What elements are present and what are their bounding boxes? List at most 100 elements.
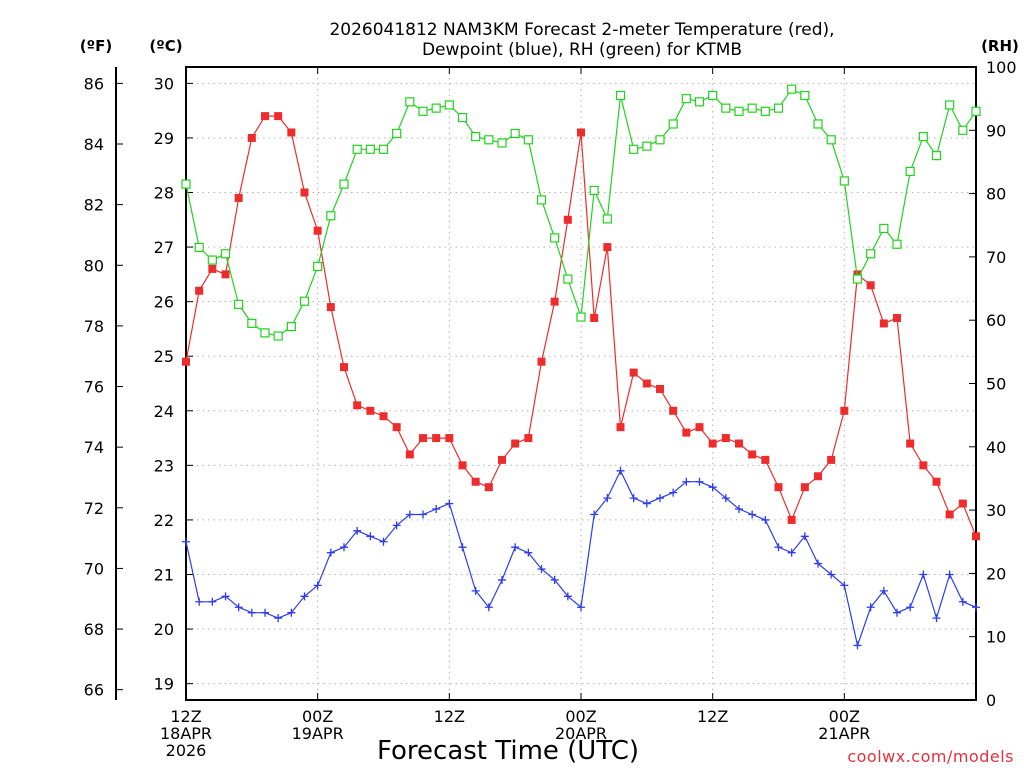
time-tick-label: 12Z: [170, 707, 201, 726]
dewpoint-point: [287, 608, 296, 617]
celsius-tick-labels: 19 20 21 22 23 24 25 26 27 28 29 30: [154, 74, 174, 693]
rh-tick-label: 90: [986, 121, 1006, 140]
dewpoint-point: [366, 532, 375, 541]
rh-point: [418, 106, 428, 116]
2-meter-temperature-point: [603, 243, 612, 252]
time-tick-label: 12Z: [434, 707, 465, 726]
dewpoint-point: [458, 543, 467, 552]
2-meter-temperature-point: [879, 319, 888, 328]
celsius-tick-label: 28: [154, 184, 174, 203]
dewpoint-series: [182, 466, 980, 650]
2-meter-temperature-point: [484, 483, 493, 492]
2-meter-temperature-point: [353, 401, 362, 410]
rh-point: [457, 113, 468, 123]
dewpoint-point: [853, 641, 862, 650]
2-meter-temperature-point: [840, 406, 849, 415]
dewpoint-point: [616, 466, 625, 475]
2-meter-temperature-point: [893, 314, 901, 323]
rh-point: [694, 97, 705, 107]
2-meter-temperature-point: [195, 286, 204, 295]
fahrenheit-tick-label: 82: [84, 196, 104, 215]
rh-point: [392, 128, 402, 139]
rh-point: [326, 211, 336, 221]
dewpoint-point: [392, 521, 401, 530]
2-meter-temperature-point: [616, 423, 625, 432]
dewpoint-point: [537, 565, 546, 574]
rh-point: [629, 144, 639, 154]
2-meter-temperature-point: [405, 450, 414, 459]
dewpoint-point: [221, 592, 230, 601]
dewpoint-point: [471, 586, 480, 595]
dewpoint-point: [932, 614, 941, 623]
rh-point: [615, 90, 626, 101]
rh-point: [405, 97, 415, 107]
dewpoint-point: [629, 494, 638, 503]
2-meter-temperature-point: [972, 532, 980, 541]
dewpoint-point: [340, 543, 348, 552]
dewpoint-point: [577, 603, 585, 612]
2-meter-temperature-point: [945, 510, 954, 519]
time-tick-label: 21APR: [818, 724, 870, 743]
rh-point: [747, 103, 757, 113]
2-meter-temperature-point: [827, 455, 836, 464]
rh-point: [523, 135, 533, 145]
dewpoint-point: [326, 548, 335, 557]
2-meter-temperature-point: [708, 439, 717, 448]
dewpoint-point: [405, 510, 414, 519]
2-meter-temperature-point: [182, 357, 190, 366]
rh-tick-label: 0: [986, 691, 996, 710]
rh-point: [260, 328, 270, 338]
dewpoint-point: [511, 543, 520, 552]
credit-label: coolwx.com/models: [847, 747, 1014, 766]
dewpoint-point: [182, 537, 190, 546]
rh-point: [286, 321, 296, 332]
2-meter-temperature-point: [208, 264, 217, 273]
dewpoint-point: [669, 488, 678, 497]
rh-point: [813, 119, 823, 129]
2-meter-temperature-point: [695, 423, 704, 432]
2-meter-temperature-point: [919, 461, 928, 470]
2-meter-temperature-point: [866, 281, 875, 290]
rh-point: [773, 103, 784, 113]
dewpoint-point: [906, 603, 915, 612]
dewpoint-point: [274, 614, 283, 623]
dewpoint-point: [590, 510, 599, 519]
dewpoint-point: [827, 570, 836, 579]
rh-tick-label: 40: [986, 438, 1006, 457]
rh-point: [339, 179, 349, 189]
2-meter-temperature-point: [432, 434, 441, 443]
rh-point: [787, 84, 797, 94]
rh-point: [247, 318, 257, 328]
fahrenheit-tick-label: 86: [84, 74, 104, 93]
rh-point: [905, 166, 915, 177]
rh-point: [852, 274, 863, 284]
rh-tick-label: 70: [986, 248, 1006, 267]
x-axis-title: Forecast Time (UTC): [377, 736, 639, 766]
2-meter-temperature-point: [366, 406, 375, 415]
celsius-tick-label: 22: [154, 511, 174, 530]
dewpoint-point: [972, 603, 980, 612]
dewpoint-point: [748, 510, 757, 519]
2-meter-temperature-point: [590, 314, 599, 323]
dewpoint-point: [208, 597, 217, 606]
time-tick-label: 12Z: [697, 707, 728, 726]
rh-point: [800, 90, 810, 101]
rh-point: [721, 103, 731, 113]
rh-point: [563, 274, 573, 284]
dewpoint-point: [445, 499, 454, 508]
2-meter-temperature-point: [458, 461, 467, 470]
2-meter-temperature-point: [642, 379, 651, 388]
2-meter-temperature-point: [814, 472, 822, 481]
dewpoint-point: [840, 581, 849, 590]
dewpoint-point: [563, 592, 572, 601]
rh-point: [194, 242, 204, 253]
fahrenheit-tick-label: 74: [84, 438, 104, 457]
dewpoint-point: [735, 505, 743, 514]
time-tick-label: 00Z: [565, 707, 596, 726]
dewpoint-point: [247, 608, 256, 617]
rh-point: [945, 100, 955, 110]
dewpoint-point: [814, 559, 822, 568]
dewpoint-point: [550, 575, 559, 584]
rh-point: [444, 100, 454, 110]
2-meter-temperature-point: [524, 434, 533, 443]
